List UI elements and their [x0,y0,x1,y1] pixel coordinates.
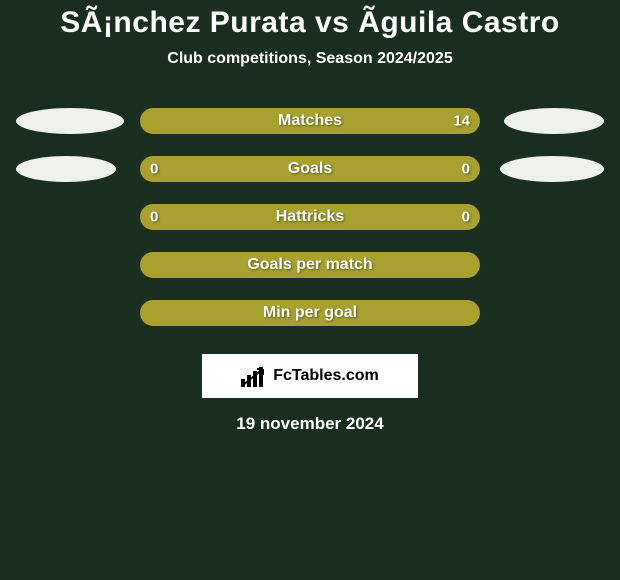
left-ellipse [16,108,124,134]
stat-row: Goals per match [10,252,610,278]
stat-left-value: 0 [150,161,158,178]
stat-bar: Min per goal [140,300,480,326]
barchart-icon [241,365,267,387]
stat-row: Min per goal [10,300,610,326]
left-ellipse [16,156,116,182]
page-title: SÃ¡nchez Purata vs Ãguila Castro [0,6,620,40]
subtitle: Club competitions, Season 2024/2025 [0,50,620,68]
stat-left-value: 0 [150,209,158,226]
stat-bar: Matches 14 [140,108,480,134]
logo-text: FcTables.com [273,367,379,385]
stat-row: Matches 14 [10,108,610,134]
stat-label: Goals per match [247,256,372,274]
stat-right-value: 14 [453,113,470,130]
stat-right-value: 0 [462,209,470,226]
comparison-card: SÃ¡nchez Purata vs Ãguila Castro Club co… [0,0,620,434]
right-ellipse [504,108,604,134]
stat-row: 0 Hattricks 0 [10,204,610,230]
stat-bar: 0 Hattricks 0 [140,204,480,230]
stat-row: 0 Goals 0 [10,156,610,182]
stat-bar: 0 Goals 0 [140,156,480,182]
stat-right-value: 0 [462,161,470,178]
stat-label: Matches [278,112,342,130]
date-text: 19 november 2024 [0,414,620,434]
right-ellipse [500,156,604,182]
stat-label: Goals [288,160,332,178]
stat-rows: Matches 14 0 Goals 0 0 Hattricks 0 Goals per mat… [0,108,620,326]
stat-label: Min per goal [263,304,357,322]
logo-box: FcTables.com [202,354,418,398]
stat-label: Hattricks [276,208,344,226]
stat-bar: Goals per match [140,252,480,278]
